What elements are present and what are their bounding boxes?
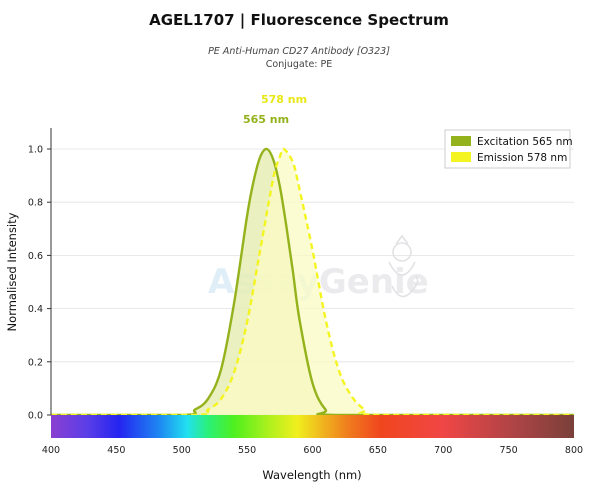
legend-label-excitation: Excitation 565 nm [477,136,573,148]
y-axis-label: Normalised Intensity [5,212,19,331]
x-tick-label: 800 [565,445,583,456]
emission-line [51,147,574,417]
spectrum-series [51,147,574,417]
legend-swatch-excitation [451,136,471,146]
x-tick-label: 600 [303,445,321,456]
x-tick-label: 650 [369,445,387,456]
y-tick-label: 0.8 [28,198,43,209]
chart-title: AGEL1707 | Fluorescence Spectrum [149,11,449,30]
legend-label-emission: Emission 578 nm [477,152,567,164]
x-tick-label: 550 [238,445,256,456]
visible-spectrum-bar [51,415,574,438]
x-tick-label: 750 [500,445,518,456]
watermark-genie: Genie [319,262,429,302]
y-tick-label: 0.0 [28,411,43,422]
legend-swatch-emission [451,152,471,162]
y-tick-label: 0.2 [28,357,43,368]
excitation-peak-label: 565 nm [243,113,289,126]
x-tick-label: 500 [173,445,191,456]
y-tick-label: 0.6 [28,251,43,262]
x-tick-label: 450 [107,445,125,456]
excitation-line [51,147,574,417]
legend: Excitation 565 nm Emission 578 nm [444,129,573,169]
x-axis-label: Wavelength (nm) [262,468,361,482]
chart-subtitle: PE Anti-Human CD27 Antibody [O323] [208,46,390,57]
emission-area [51,148,574,415]
y-tick-label: 0.4 [28,304,43,315]
axis-ticks: 0.0 0.2 0.4 0.6 0.8 1.0 400 450 500 550 600 650 700 7… [28,145,583,457]
x-tick-label: 400 [42,445,60,456]
emission-peak-label: 578 nm [261,93,307,106]
conjugate-label: Conjugate: PE [266,59,333,70]
genie-logo-icon [388,234,419,298]
x-tick-label: 700 [434,445,452,456]
y-tick-label: 1.0 [28,145,43,156]
